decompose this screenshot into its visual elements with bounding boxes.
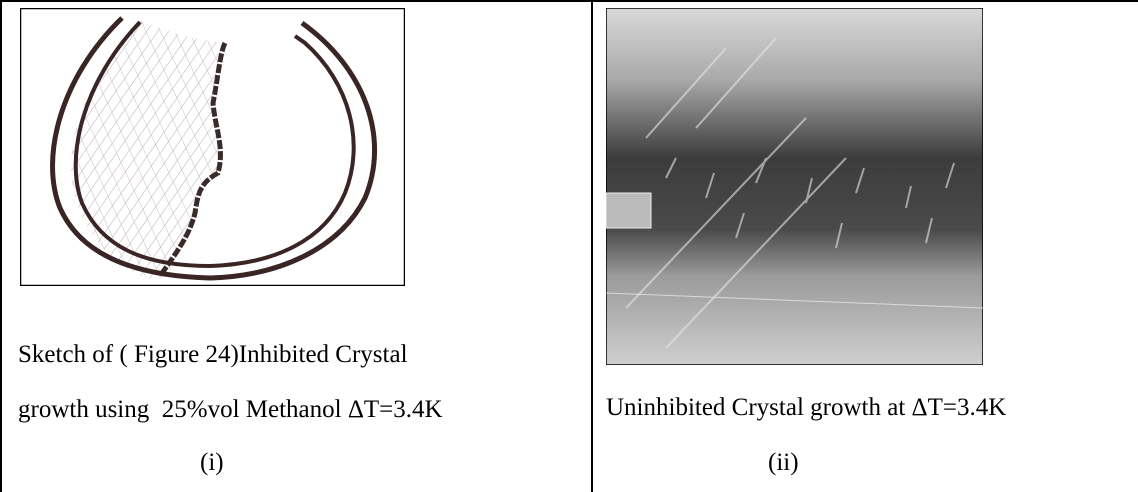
caption-line: growth using 25%vol Methanol ΔT=3.4K [18,395,443,425]
caption-line: Sketch of ( Figure 24)Inhibited Crystal [18,340,408,370]
sketch-image [20,8,405,286]
table-cell: Uninhibited Crystal growth at ΔT=3.4K (i… [593,0,1138,492]
table-cell: Sketch of ( Figure 24)Inhibited Crystal … [0,0,591,492]
page: {"table": {"cells": [ {"caption_lines": … [0,0,1138,492]
photo-image [606,8,983,365]
caption-label: (ii) [768,448,799,478]
caption-label: (i) [200,448,224,478]
caption-line: Uninhibited Crystal growth at ΔT=3.4K [606,393,1006,423]
